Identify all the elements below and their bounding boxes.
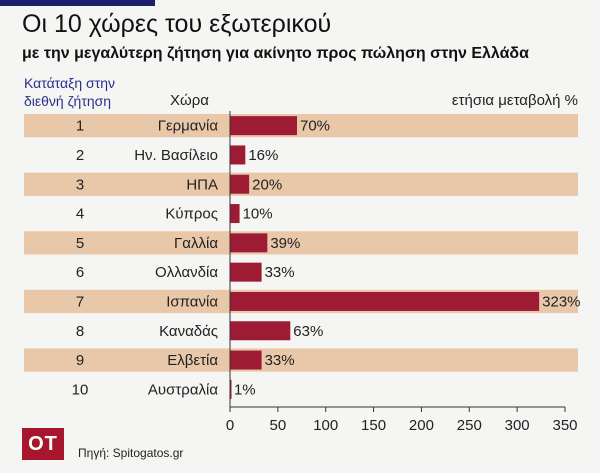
value-label: 33%: [265, 352, 295, 369]
country-label: Ελβετία: [167, 352, 218, 369]
bar: [230, 233, 268, 253]
row-stripe: [24, 231, 578, 255]
chart-subtitle: με την μεγαλύτερη ζήτηση για ακίνητο προ…: [22, 45, 529, 62]
bar: [230, 174, 250, 194]
x-tick-label: 0: [226, 417, 234, 434]
value-label: 16%: [248, 147, 278, 164]
bar: [230, 116, 297, 136]
chart-title: Οι 10 χώρες του εξωτερικού: [22, 10, 332, 38]
country-label: Καναδάς: [159, 323, 218, 340]
x-tick-label: 350: [552, 417, 577, 434]
rank-label: 6: [76, 264, 84, 281]
value-label: 33%: [265, 264, 295, 281]
value-label: 10%: [243, 206, 273, 223]
country-label: Γερμανία: [158, 118, 219, 135]
x-tick-label: 300: [505, 417, 530, 434]
row-stripe: [24, 114, 578, 138]
rank-label: 5: [76, 235, 84, 252]
rank-label: 9: [76, 352, 84, 369]
x-tick-label: 250: [457, 417, 482, 434]
bar: [230, 350, 262, 370]
country-label: Αυστραλία: [148, 381, 218, 398]
country-label: Κύπρος: [165, 206, 218, 223]
value-label: 1%: [234, 381, 256, 398]
x-tick-label: 50: [270, 417, 287, 434]
title-accent-bar: [0, 0, 155, 6]
value-label: 20%: [252, 176, 282, 193]
country-column-header: Χώρα: [170, 92, 209, 109]
value-label: 39%: [270, 235, 300, 252]
rank-column-header: Κατάταξη στην διεθνή ζήτηση: [24, 75, 116, 109]
x-tick-label: 150: [361, 417, 386, 434]
bar: [230, 204, 240, 224]
value-label: 70%: [300, 118, 330, 135]
rank-label: 4: [76, 206, 84, 223]
rank-label: 7: [76, 293, 84, 310]
rank-label: 1: [76, 118, 84, 135]
rank-label: 8: [76, 323, 84, 340]
rank-label: 3: [76, 176, 84, 193]
value-label: 323%: [542, 293, 580, 310]
row-stripe: [24, 172, 578, 196]
rank-label: 2: [76, 147, 84, 164]
bar: [230, 379, 232, 399]
ot-logo: OT: [22, 428, 64, 460]
value-label: 63%: [293, 323, 323, 340]
x-tick-label: 200: [409, 417, 434, 434]
country-label: ΗΠΑ: [186, 176, 218, 193]
country-label: Ην. Βασίλειο: [134, 147, 218, 164]
country-label: Ολλανδία: [155, 264, 218, 281]
bar: [230, 291, 540, 311]
bar: [230, 321, 291, 341]
source-note: Πηγή: Spitogatos.gr: [78, 446, 184, 460]
x-tick-label: 100: [313, 417, 338, 434]
rank-label: 10: [72, 381, 89, 398]
change-column-header: ετήσια μεταβολή %: [451, 92, 578, 109]
country-label: Γαλλία: [174, 235, 218, 252]
bar: [230, 145, 246, 165]
row-stripe: [24, 348, 578, 372]
bar: [230, 262, 262, 282]
country-label: Ισπανία: [166, 293, 218, 310]
